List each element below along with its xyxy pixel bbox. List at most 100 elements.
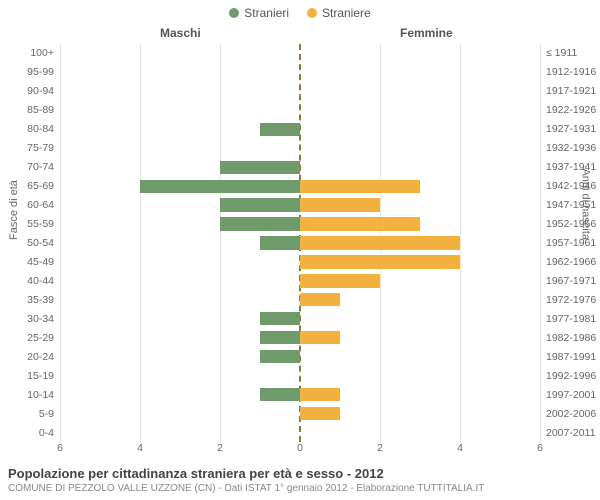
- y-label-birth: ≤ 1911: [540, 47, 577, 59]
- bar-female: [300, 331, 340, 344]
- table-row: 70-741937-1941: [60, 158, 540, 177]
- y-label-age: 65-69: [27, 180, 60, 192]
- y-label-birth: 1987-1991: [540, 351, 596, 363]
- table-row: 20-241987-1991: [60, 347, 540, 366]
- y-label-age: 85-89: [27, 104, 60, 116]
- table-row: 45-491962-1966: [60, 252, 540, 271]
- table-row: 40-441967-1971: [60, 271, 540, 290]
- y-label-age: 20-24: [27, 351, 60, 363]
- y-label-age: 60-64: [27, 199, 60, 211]
- y-label-birth: 1972-1976: [540, 294, 596, 306]
- bar-male: [260, 123, 300, 136]
- y-label-birth: 1927-1931: [540, 123, 596, 135]
- caption-title: Popolazione per cittadinanza straniera p…: [8, 466, 592, 481]
- y-label-age: 35-39: [27, 294, 60, 306]
- y-label-age: 100+: [30, 47, 60, 59]
- plot-area: 100+≤ 191195-991912-191690-941917-192185…: [60, 44, 540, 442]
- y-label-age: 0-4: [39, 427, 60, 439]
- table-row: 30-341977-1981: [60, 309, 540, 328]
- table-row: 100+≤ 1911: [60, 44, 540, 63]
- y-label-birth: 1962-1966: [540, 256, 596, 268]
- table-row: 0-42007-2011: [60, 423, 540, 442]
- y-label-birth: 1932-1936: [540, 142, 596, 154]
- table-row: 80-841927-1931: [60, 120, 540, 139]
- bar-male: [220, 161, 300, 174]
- legend-swatch-male: [229, 8, 239, 18]
- table-row: 10-141997-2001: [60, 385, 540, 404]
- y-label-age: 70-74: [27, 161, 60, 173]
- table-row: 15-191992-1996: [60, 366, 540, 385]
- y-label-birth: 2002-2006: [540, 408, 596, 420]
- y-label-age: 5-9: [39, 408, 60, 420]
- bar-female: [300, 293, 340, 306]
- legend-swatch-female: [307, 8, 317, 18]
- x-tick: 0: [297, 442, 303, 454]
- column-headers: Maschi Femmine: [0, 26, 600, 44]
- y-label-birth: 1997-2001: [540, 389, 596, 401]
- bar-female: [300, 388, 340, 401]
- caption: Popolazione per cittadinanza straniera p…: [8, 466, 592, 494]
- y-axis-title-left: Fasce di età: [8, 180, 20, 240]
- table-row: 65-691942-1946: [60, 177, 540, 196]
- y-label-birth: 1912-1916: [540, 66, 596, 78]
- bar-male: [220, 198, 300, 211]
- table-row: 55-591952-1956: [60, 215, 540, 234]
- y-label-birth: 1967-1971: [540, 275, 596, 287]
- header-male: Maschi: [160, 26, 201, 40]
- y-label-age: 75-79: [27, 142, 60, 154]
- y-label-age: 10-14: [27, 389, 60, 401]
- x-tick: 2: [377, 442, 383, 454]
- chart-container: Stranieri Straniere Maschi Femmine 100+≤…: [0, 0, 600, 500]
- table-row: 85-891922-1926: [60, 101, 540, 120]
- bar-male: [140, 180, 300, 193]
- x-tick: 4: [137, 442, 143, 454]
- table-row: 60-641947-1951: [60, 196, 540, 215]
- bar-female: [300, 198, 380, 211]
- table-row: 50-541957-1961: [60, 234, 540, 253]
- bar-female: [300, 255, 460, 268]
- bar-male: [260, 350, 300, 363]
- y-label-age: 90-94: [27, 85, 60, 97]
- legend-label-female: Straniere: [322, 6, 371, 20]
- table-row: 5-92002-2006: [60, 404, 540, 423]
- y-label-age: 50-54: [27, 237, 60, 249]
- header-female: Femmine: [400, 26, 453, 40]
- x-tick: 6: [537, 442, 543, 454]
- bar-male: [220, 217, 300, 230]
- table-row: 90-941917-1921: [60, 82, 540, 101]
- y-label-age: 15-19: [27, 370, 60, 382]
- y-label-birth: 1982-1986: [540, 332, 596, 344]
- x-tick: 6: [57, 442, 63, 454]
- table-row: 95-991912-1916: [60, 63, 540, 82]
- caption-subtitle: COMUNE DI PEZZOLO VALLE UZZONE (CN) - Da…: [8, 483, 592, 494]
- bar-female: [300, 180, 420, 193]
- bar-male: [260, 331, 300, 344]
- y-label-age: 40-44: [27, 275, 60, 287]
- y-axis-title-right: Anni di nascita: [580, 168, 592, 240]
- legend-item-male: Stranieri: [229, 6, 289, 20]
- y-label-age: 95-99: [27, 66, 60, 78]
- legend-item-female: Straniere: [307, 6, 371, 20]
- bar-female: [300, 274, 380, 287]
- legend: Stranieri Straniere: [0, 0, 600, 26]
- table-row: 75-791932-1936: [60, 139, 540, 158]
- y-label-age: 25-29: [27, 332, 60, 344]
- legend-label-male: Stranieri: [244, 6, 289, 20]
- x-axis: 6 4 2 0 2 4 6: [60, 442, 540, 458]
- bar-female: [300, 407, 340, 420]
- bar-female: [300, 217, 420, 230]
- y-label-age: 45-49: [27, 256, 60, 268]
- x-tick: 2: [217, 442, 223, 454]
- y-label-birth: 1917-1921: [540, 85, 596, 97]
- x-tick: 4: [457, 442, 463, 454]
- bar-male: [260, 312, 300, 325]
- table-row: 35-391972-1976: [60, 290, 540, 309]
- y-label-age: 80-84: [27, 123, 60, 135]
- y-label-birth: 1992-1996: [540, 370, 596, 382]
- table-row: 25-291982-1986: [60, 328, 540, 347]
- y-label-birth: 1922-1926: [540, 104, 596, 116]
- y-label-age: 55-59: [27, 218, 60, 230]
- y-label-birth: 1977-1981: [540, 313, 596, 325]
- y-label-birth: 2007-2011: [540, 427, 595, 439]
- bar-male: [260, 388, 300, 401]
